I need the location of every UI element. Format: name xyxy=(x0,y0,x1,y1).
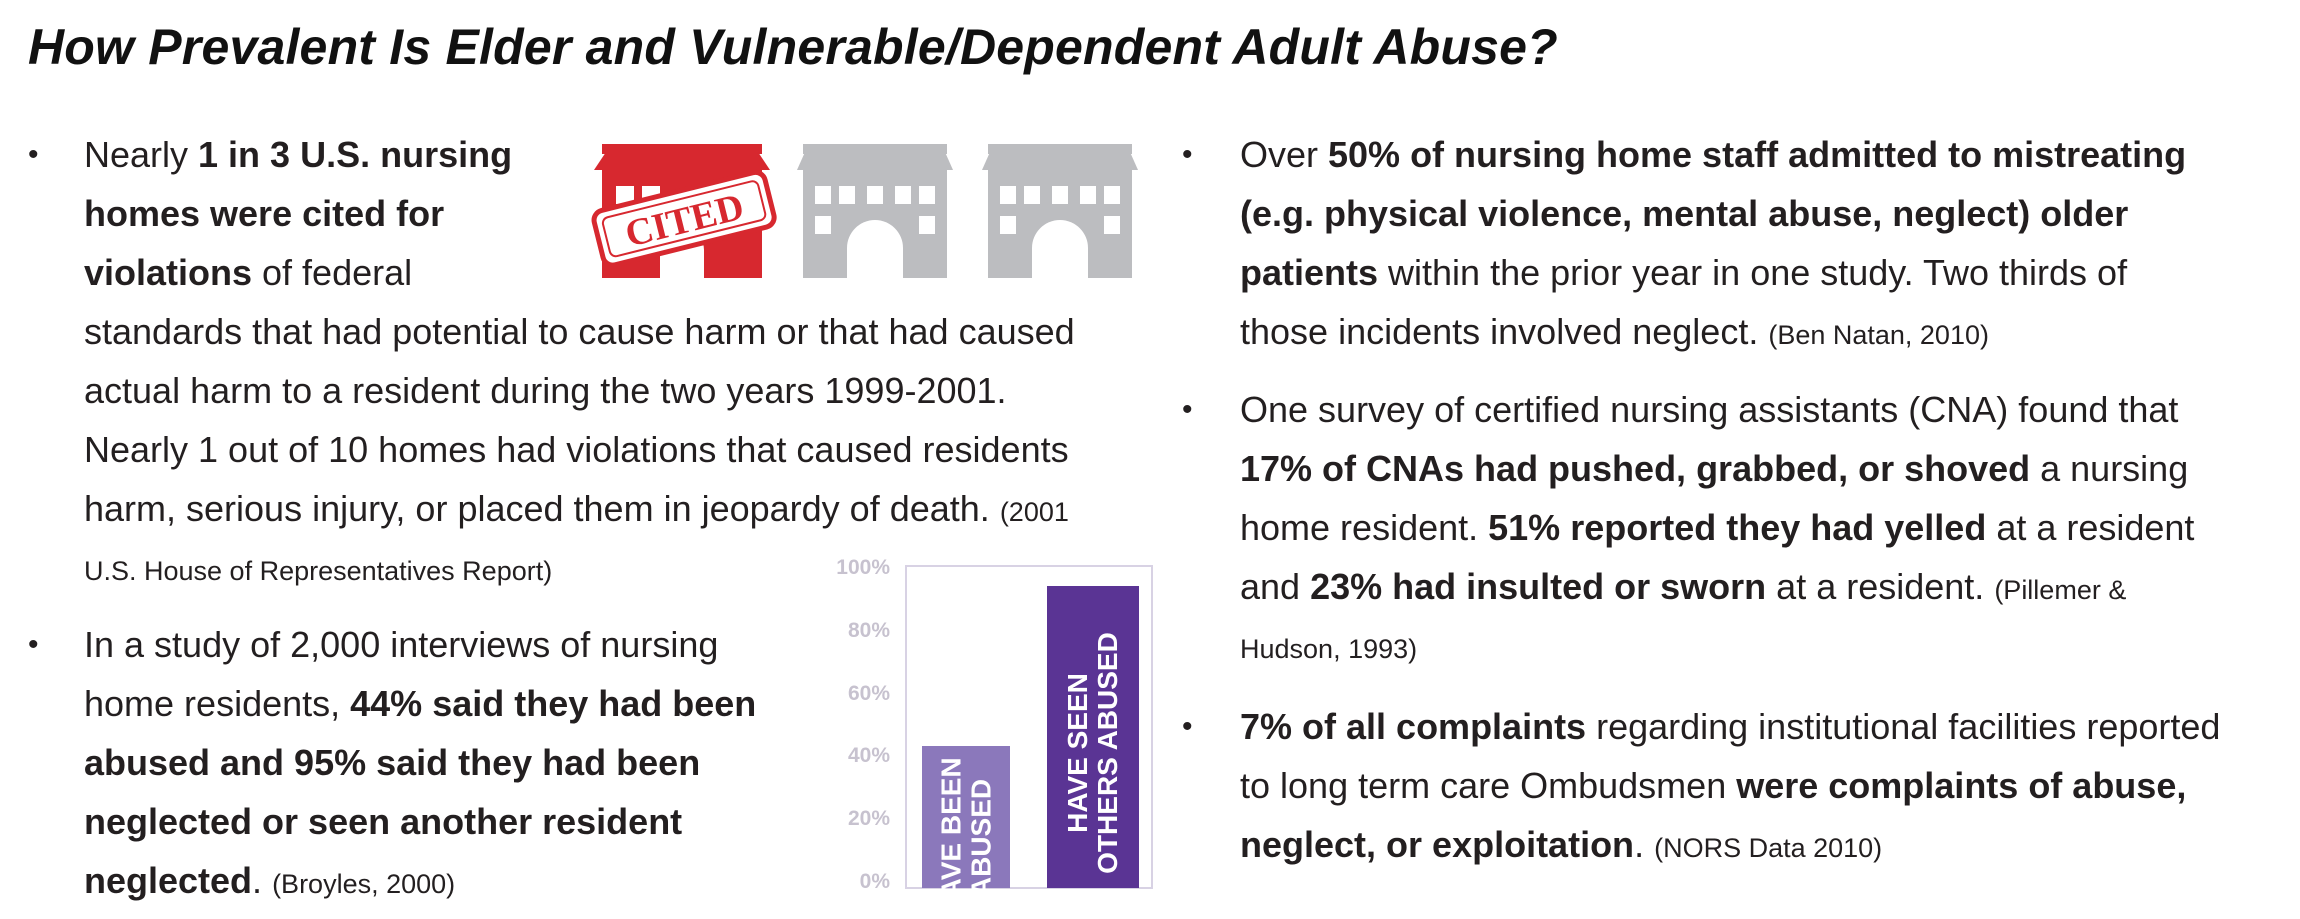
bullet: • xyxy=(28,628,39,661)
bullet: • xyxy=(28,138,39,171)
citation: (Broyles, 2000) xyxy=(272,869,456,899)
citation: (Ben Natan, 2010) xyxy=(1768,320,1989,350)
page-title: How Prevalent Is Elder and Vulnerable/De… xyxy=(28,19,1558,75)
bullet: • xyxy=(1182,710,1193,743)
building-icon xyxy=(982,144,1138,278)
right-paragraph-staff-mistreating: Over 50% of nursing home staff admitted … xyxy=(1240,134,2187,352)
y-tick-label: 80% xyxy=(847,618,890,642)
right-paragraph-cna-survey: One survey of certified nursing assistan… xyxy=(1240,380,2300,679)
y-tick-label: 60% xyxy=(847,681,890,705)
citation: (Pillemer & xyxy=(1994,575,2127,605)
y-tick-label: 100% xyxy=(836,556,890,579)
bar-label: HAVE SEEN OTHERS ABUSED xyxy=(1061,632,1123,874)
y-tick-label: 40% xyxy=(847,744,890,768)
right-paragraph-ombudsmen-complaints: 7% of all complaints regarding instituti… xyxy=(1240,706,2221,865)
citation: (2001 xyxy=(999,497,1069,527)
bar-label: HAVE BEEN ABUSED xyxy=(935,757,997,919)
cited-building-icon: CITED xyxy=(591,144,777,278)
citation: U.S. House of Representatives Report) xyxy=(84,556,553,586)
left-paragraph-interviews-study: In a study of 2,000 interviews of nursin… xyxy=(84,624,757,901)
bar xyxy=(922,745,1010,888)
citation: (NORS Data 2010) xyxy=(1654,833,1883,863)
building-icon xyxy=(797,144,953,278)
y-tick-label: 0% xyxy=(859,870,890,893)
left-paragraph-nursing-homes-cited: Nearly 1 in 3 U.S. nursing homes were ci… xyxy=(84,125,1144,601)
bar xyxy=(1047,585,1139,888)
bullet: • xyxy=(1182,138,1193,171)
bullet: • xyxy=(1182,393,1193,426)
citation: Hudson, 1993) xyxy=(1240,634,1418,664)
y-tick-label: 20% xyxy=(847,807,890,831)
